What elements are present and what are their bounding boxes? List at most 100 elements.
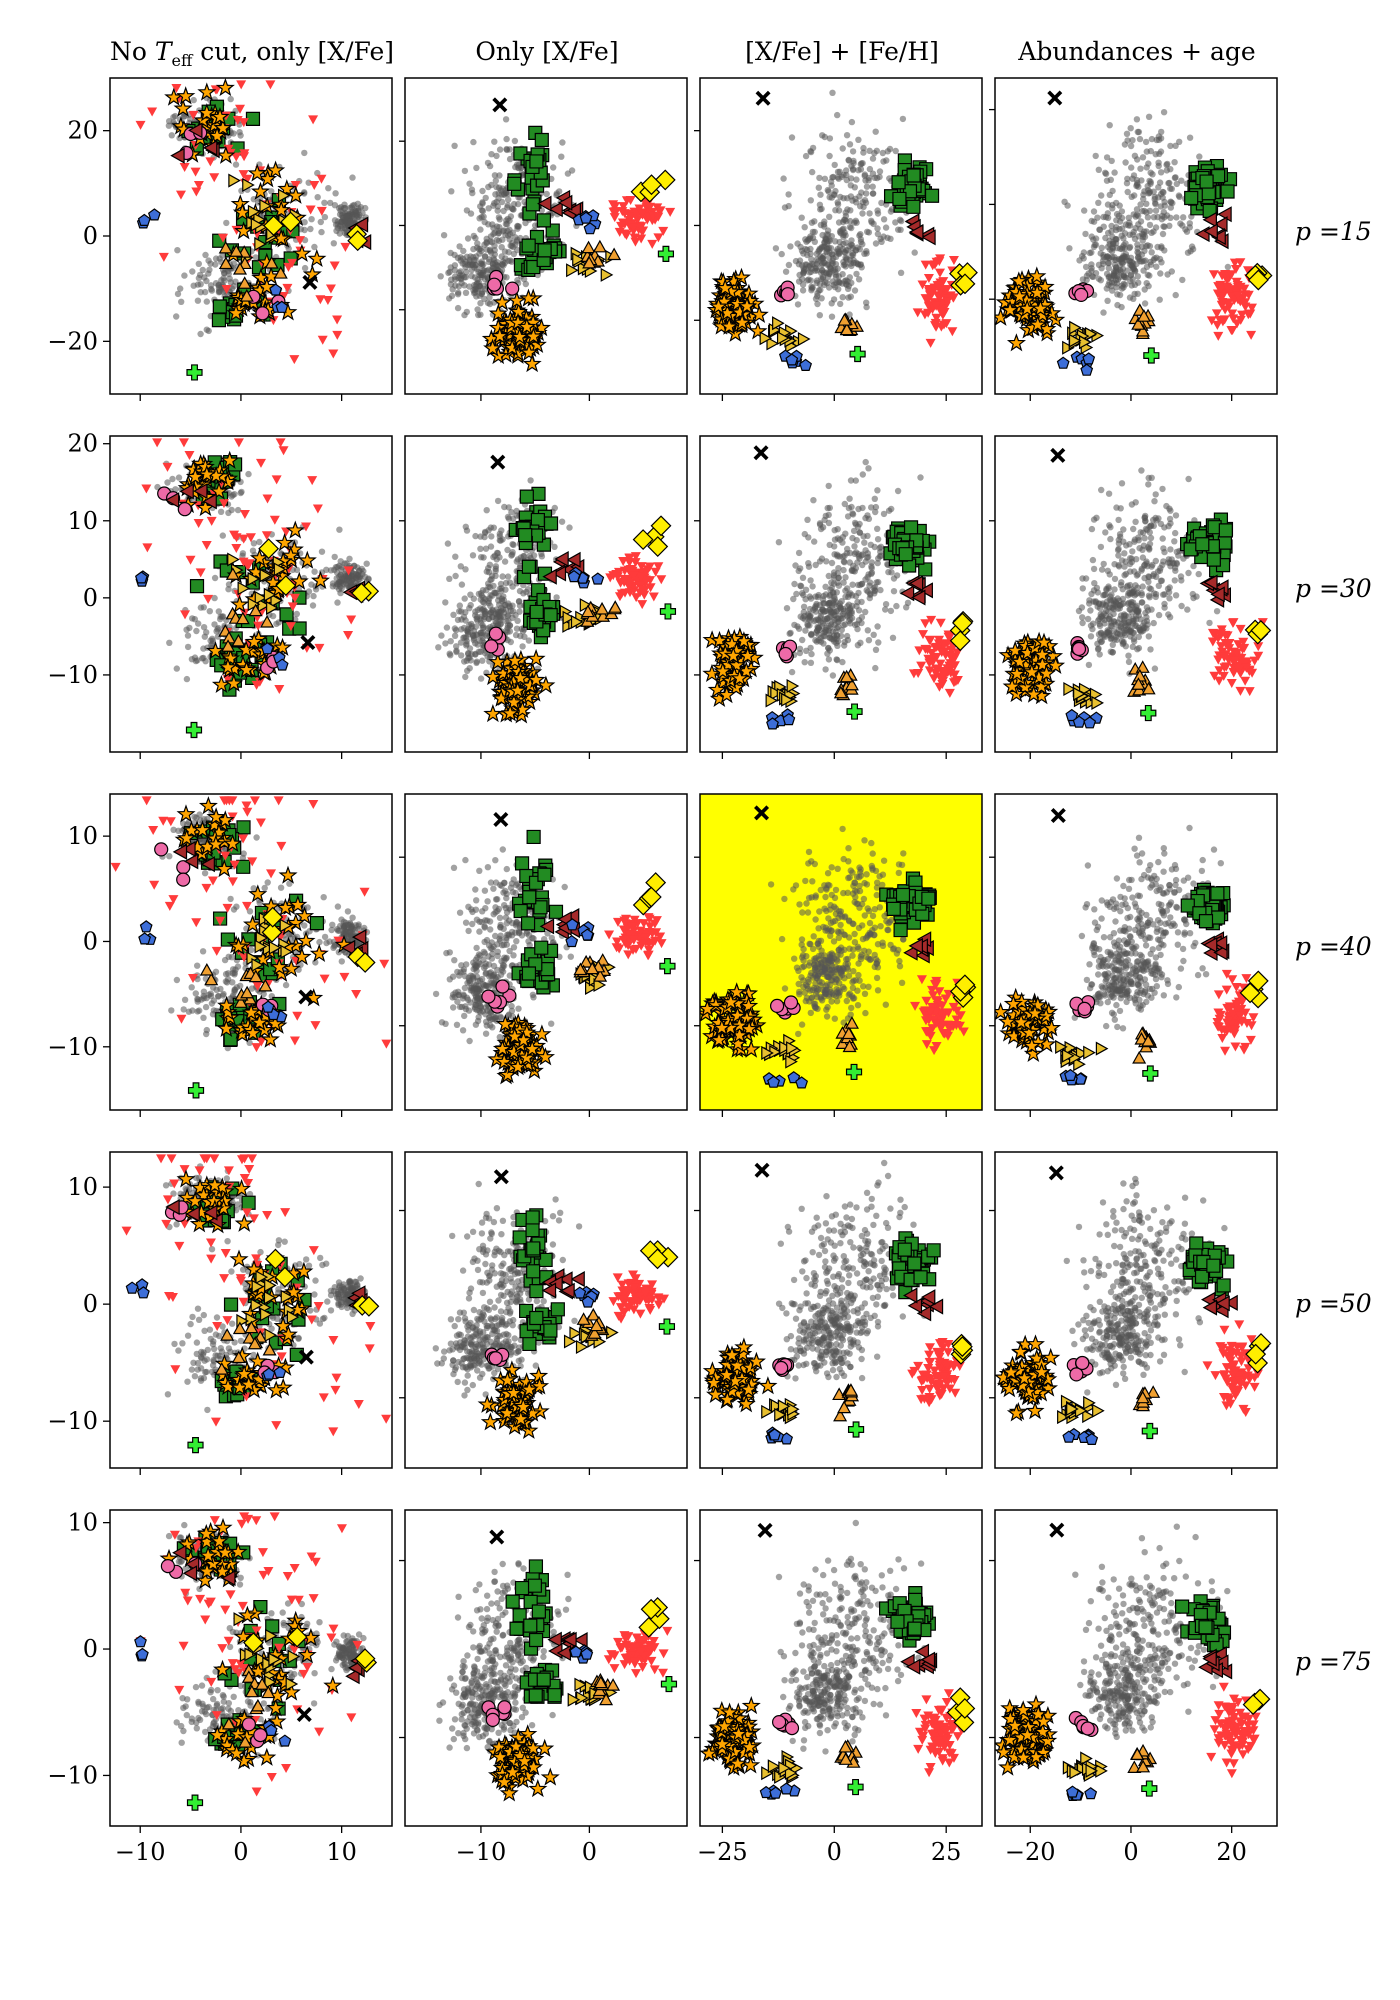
red-point — [231, 533, 242, 543]
bg-point — [870, 631, 877, 638]
bg-point — [1121, 253, 1128, 260]
darkred-point — [908, 575, 924, 592]
bg-point — [202, 288, 209, 296]
bg-point — [1125, 214, 1133, 221]
bg-point — [830, 572, 838, 579]
bg-point — [486, 561, 494, 568]
bg-point — [840, 240, 847, 248]
bg-point — [463, 253, 471, 260]
darkred-point — [566, 551, 581, 568]
bg-point — [171, 112, 179, 120]
orange-point — [526, 648, 546, 668]
bg-point — [1098, 244, 1106, 251]
bg-point — [854, 598, 861, 606]
bg-point — [885, 507, 893, 514]
orange-point — [226, 303, 246, 322]
bg-point — [1102, 213, 1110, 221]
red-point — [252, 229, 263, 239]
bg-point — [1135, 279, 1142, 286]
bg-point — [211, 574, 219, 582]
bg-point — [872, 664, 879, 672]
red-point — [631, 593, 642, 603]
bg-point — [851, 184, 858, 191]
bg-point — [841, 638, 848, 646]
bg-point — [1147, 147, 1155, 155]
bg-point — [874, 536, 882, 543]
bg-point — [307, 225, 314, 233]
bg-point — [1148, 135, 1156, 143]
bg-point — [834, 174, 841, 181]
red-point — [931, 301, 942, 311]
bg-point — [293, 610, 300, 618]
bg-point — [840, 579, 847, 586]
orange-point — [244, 632, 264, 651]
orange-point — [1027, 266, 1047, 285]
bg-point — [861, 539, 868, 546]
panel-frame — [994, 77, 1278, 395]
bg-point — [801, 224, 808, 231]
orange-point — [510, 668, 530, 687]
bg-point — [872, 646, 880, 653]
red-point — [948, 678, 959, 688]
bg-point — [842, 574, 849, 581]
bg-point — [880, 510, 888, 518]
blue-point — [591, 572, 605, 585]
orange-point — [725, 323, 745, 342]
bg-point — [496, 184, 503, 191]
bg-point — [1100, 309, 1107, 316]
orange-point — [707, 680, 727, 699]
column-title-2: Only [X/Fe] — [475, 37, 618, 66]
bg-point — [872, 503, 880, 511]
bg-point — [1173, 214, 1180, 221]
bg-point — [479, 624, 486, 632]
bg-point — [837, 300, 844, 308]
bg-point — [1123, 130, 1131, 137]
orange-point — [286, 185, 306, 204]
bg-point — [478, 262, 486, 269]
column-titles: No Teff cut, only [X/Fe] Only [X/Fe] [X/… — [110, 37, 1256, 70]
bg-point — [1085, 270, 1092, 277]
bg-point — [532, 222, 539, 229]
bg-point — [309, 602, 317, 609]
bg-point — [477, 545, 484, 552]
bg-point — [811, 238, 818, 245]
bg-point — [346, 204, 354, 212]
bg-point — [1113, 217, 1120, 224]
bg-point — [301, 219, 308, 226]
bg-point — [865, 553, 872, 561]
bg-point — [859, 561, 866, 569]
bg-point — [1155, 136, 1163, 144]
bg-point — [825, 645, 832, 652]
bg-point — [1105, 265, 1113, 272]
red-point — [1213, 331, 1224, 341]
bg-point — [835, 565, 842, 572]
red-point — [1222, 283, 1233, 293]
red-point — [941, 285, 952, 295]
scatter-points — [135, 78, 372, 381]
orange-point — [173, 98, 193, 117]
bg-point — [1095, 261, 1103, 268]
bg-point — [485, 527, 492, 534]
bg-point — [504, 573, 512, 580]
bg-point — [1136, 135, 1144, 143]
orange-point — [277, 179, 297, 198]
red-point — [135, 120, 146, 130]
bg-point — [501, 558, 509, 565]
bg-point — [213, 628, 220, 635]
red-point — [920, 260, 931, 270]
bg-point — [509, 614, 516, 621]
bg-point — [1124, 188, 1131, 196]
red-point — [1246, 330, 1257, 340]
red-point — [1229, 258, 1240, 268]
bg-point — [1118, 303, 1125, 311]
orange-point — [209, 481, 229, 500]
bg-point — [888, 569, 895, 576]
bg-point — [200, 624, 208, 631]
yellow-point — [347, 230, 369, 252]
bg-point — [1140, 267, 1147, 274]
bg-point — [493, 152, 500, 160]
gold-point — [562, 610, 576, 625]
bg-point — [467, 591, 474, 598]
bg-point — [832, 599, 840, 606]
bg-point — [450, 611, 457, 618]
